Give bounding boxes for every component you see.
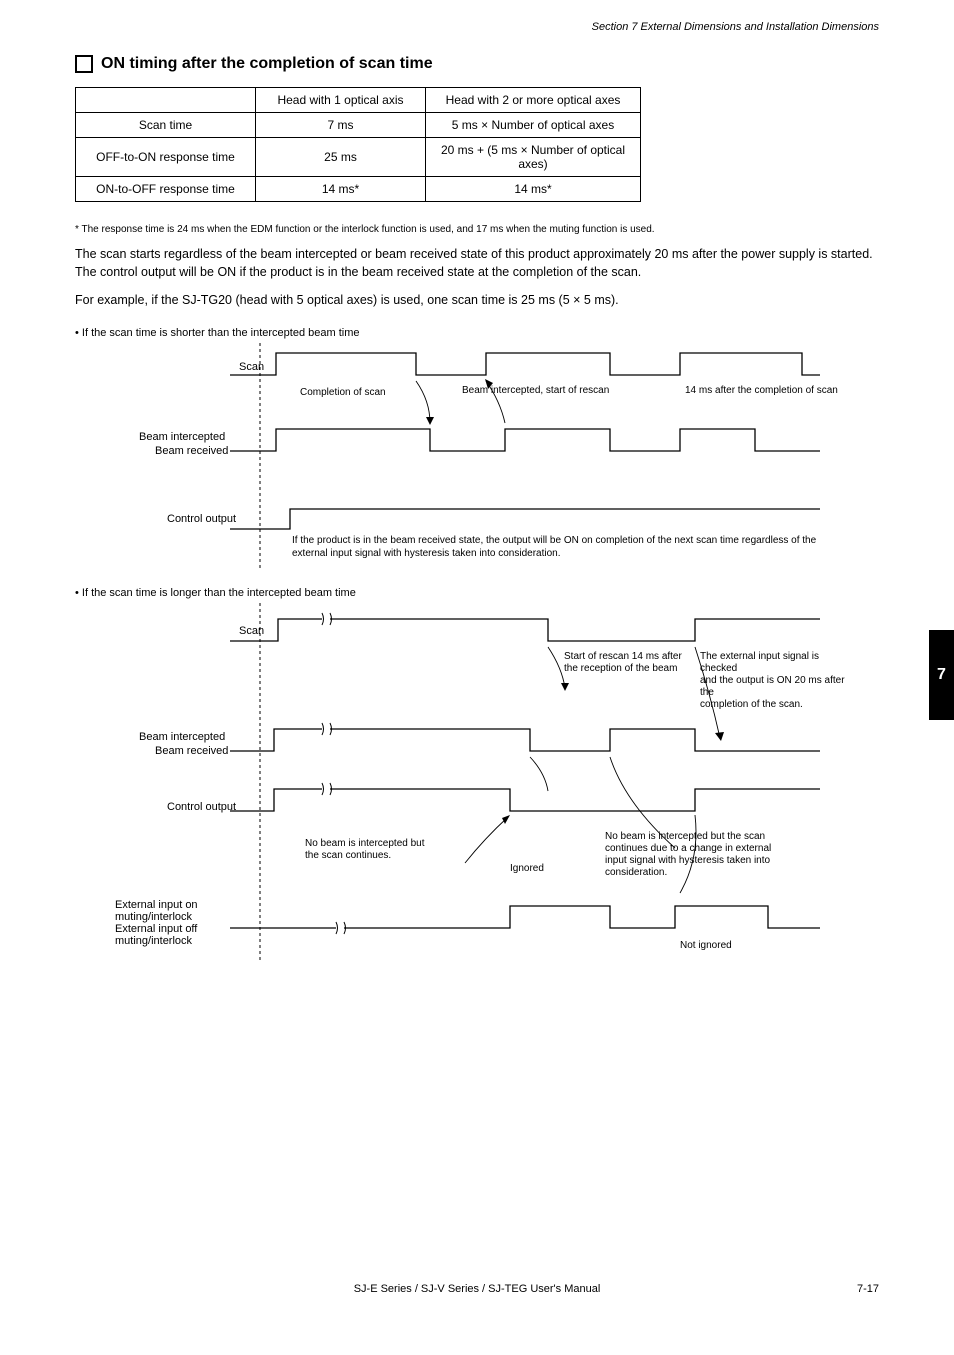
- annotation: Beam intercepted, start of rescan: [462, 385, 609, 396]
- signal-label-output2: Control output: [167, 801, 236, 813]
- signal-label-scan2: Scan: [239, 625, 264, 637]
- section-header: Section 7 External Dimensions and Instal…: [592, 21, 879, 33]
- signal-label-intercepted: Beam intercepted: [139, 431, 225, 443]
- timing-table: Head with 1 optical axis Head with 2 or …: [75, 87, 641, 202]
- table-note: * The response time is 24 ms when the ED…: [75, 224, 879, 235]
- table-cell: OFF-to-ON response time: [76, 138, 256, 177]
- timing-diagram-2: Start of rescan 14 ms after the receptio…: [230, 603, 850, 1003]
- annotation-notignored2: Not ignored: [680, 940, 732, 951]
- table-header-1axis: Head with 1 optical axis: [256, 88, 426, 113]
- signal-label-ext-off: External input off muting/interlock: [115, 923, 197, 947]
- annotation-nobeam: No beam is intercepted but the scan cont…: [305, 838, 470, 862]
- heading-text: ON timing after the completion of scan t…: [101, 55, 433, 73]
- signal-label-ext-on: External input on muting/interlock: [115, 899, 198, 923]
- table-header-empty: [76, 88, 256, 113]
- table-cell: 7 ms: [256, 113, 426, 138]
- annotation-hysteresis: If the product is in the beam received s…: [292, 535, 822, 560]
- page-number: 7-17: [857, 1283, 879, 1295]
- signal-label-received: Beam received: [155, 445, 228, 457]
- signal-label-scan: Scan: [239, 361, 264, 373]
- table-cell: 14 ms*: [426, 177, 641, 202]
- annotation: 14 ms after the completion of scan: [685, 385, 838, 396]
- annotation: Completion of scan: [300, 387, 386, 398]
- table-cell: 20 ms + (5 ms × Number of optical axes): [426, 138, 641, 177]
- table-cell: ON-to-OFF response time: [76, 177, 256, 202]
- table-cell: Scan time: [76, 113, 256, 138]
- annotation-inputcheck: The external input signal is checked and…: [700, 651, 850, 711]
- timing-diagram-1: Completion of scan Beam intercepted, sta…: [230, 343, 850, 583]
- table-header-multi: Head with 2 or more optical axes: [426, 88, 641, 113]
- signal-label-output: Control output: [167, 513, 236, 525]
- annotation-ignored: Ignored: [510, 863, 544, 874]
- heading-box-icon: [75, 55, 93, 73]
- footer-doc-title: SJ-E Series / SJ-V Series / SJ-TEG User'…: [0, 1283, 954, 1295]
- body-paragraph-1: The scan starts regardless of the beam i…: [75, 245, 879, 281]
- section-tab: 7: [929, 630, 954, 720]
- heading: ON timing after the completion of scan t…: [75, 55, 879, 73]
- body-paragraph-2: For example, if the SJ-TG20 (head with 5…: [75, 291, 879, 309]
- diagram2-title: • If the scan time is longer than the in…: [75, 587, 879, 599]
- table-cell: 14 ms*: [256, 177, 426, 202]
- diagram1-title: • If the scan time is shorter than the i…: [75, 327, 879, 339]
- annotation-notignored1: No beam is intercepted but the scan cont…: [605, 831, 805, 879]
- signal-label-intercepted2: Beam intercepted: [139, 731, 225, 743]
- signal-label-received2: Beam received: [155, 745, 228, 757]
- table-cell: 25 ms: [256, 138, 426, 177]
- table-cell: 5 ms × Number of optical axes: [426, 113, 641, 138]
